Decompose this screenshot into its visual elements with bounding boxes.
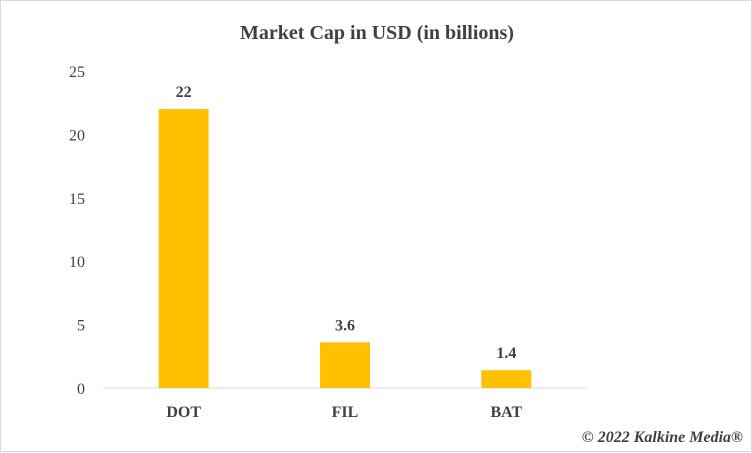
y-tick-label: 15: [69, 191, 85, 208]
bar-bat: [481, 370, 532, 388]
y-tick-label: 10: [69, 254, 85, 271]
y-axis-ticks: 0 5 10 15 20 25: [69, 64, 85, 398]
data-label: 1.4: [496, 345, 516, 362]
data-label: 3.6: [335, 317, 355, 334]
x-axis-ticks: DOT FIL BAT: [166, 404, 522, 421]
y-tick-label: 5: [77, 318, 85, 335]
y-tick-label: 0: [77, 381, 85, 398]
x-tick-label: DOT: [166, 404, 201, 421]
copyright-credit: © 2022 Kalkine Media®: [581, 429, 743, 446]
y-tick-label: 20: [69, 127, 85, 144]
bars: [158, 109, 532, 388]
data-labels: 22 3.6 1.4: [176, 84, 517, 362]
data-label: 22: [176, 84, 192, 101]
bar-dot: [158, 109, 209, 388]
chart-title: Market Cap in USD (in billions): [240, 22, 514, 44]
y-tick-label: 25: [69, 64, 85, 81]
bar-fil: [320, 342, 370, 388]
x-tick-label: BAT: [490, 404, 522, 421]
x-tick-label: FIL: [332, 404, 359, 421]
